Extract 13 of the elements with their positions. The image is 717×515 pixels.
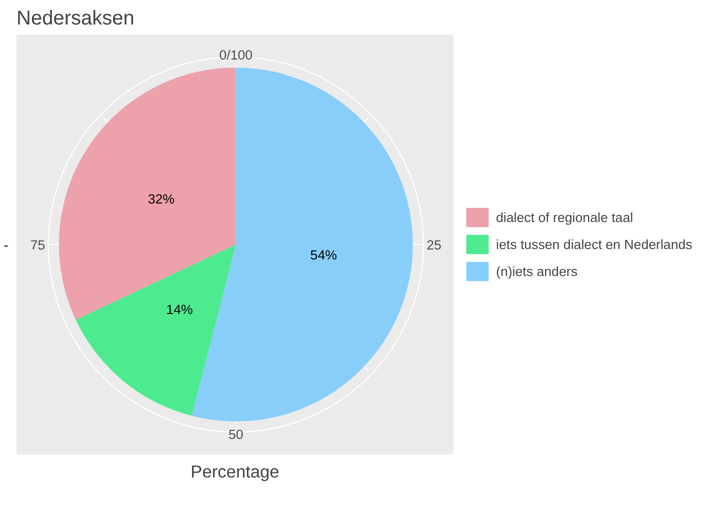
text: - xyxy=(4,238,9,254)
data-label: 14% xyxy=(166,302,193,318)
text: 25 xyxy=(426,238,442,252)
chart-title: Nedersaksen xyxy=(16,8,134,30)
legend-label: (n)iets anders xyxy=(496,264,578,278)
data-label: 54% xyxy=(310,248,338,263)
legend-label: dialect of regionale taal xyxy=(496,210,634,224)
data-label: 32% xyxy=(148,192,175,207)
text: 50 xyxy=(228,427,244,442)
text: Percentage xyxy=(190,462,280,482)
text: 75 xyxy=(30,238,46,252)
legend-label: iets tussen dialect en Nederlands xyxy=(496,236,692,252)
text: 0/100 xyxy=(219,47,253,62)
